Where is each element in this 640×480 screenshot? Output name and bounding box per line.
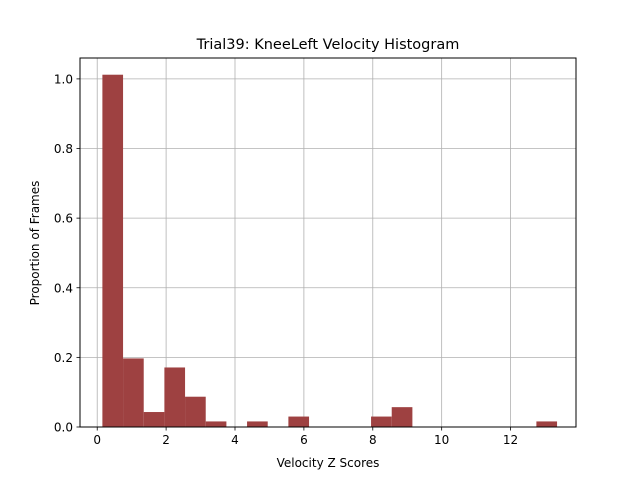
histogram-bars	[102, 74, 558, 427]
x-tick-label: 10	[434, 433, 449, 447]
histogram-bar	[185, 396, 206, 427]
grid-lines	[80, 58, 576, 428]
histogram-bar	[391, 407, 413, 427]
x-axis-label: Velocity Z Scores	[277, 456, 380, 470]
histogram-bar	[205, 421, 227, 427]
histogram-bar	[143, 412, 165, 427]
x-tick-label: 6	[300, 433, 308, 447]
x-tick-label: 12	[503, 433, 518, 447]
plot-frame	[79, 57, 577, 428]
chart-title: Trial39: KneeLeft Velocity Histogram	[196, 37, 460, 53]
histogram-bar	[247, 421, 268, 427]
y-tick-label: 0.8	[54, 142, 73, 156]
y-axis-ticks: 0.0 0.2 0.4 0.6 0.8 1.0	[54, 72, 80, 435]
histogram-bar	[371, 416, 392, 427]
y-tick-label: 0.4	[54, 281, 73, 295]
x-tick-label: 2	[162, 433, 170, 447]
x-tick-label: 8	[369, 433, 377, 447]
histogram-bar	[164, 367, 186, 427]
y-axis-label: Proportion of Frames	[28, 181, 42, 306]
y-tick-label: 0.0	[54, 421, 73, 435]
x-tick-label: 0	[93, 433, 101, 447]
histogram-bar	[102, 74, 124, 427]
y-tick-label: 0.6	[54, 212, 73, 226]
histogram-bar	[536, 421, 558, 427]
x-tick-label: 4	[231, 433, 239, 447]
y-tick-label: 1.0	[54, 72, 73, 86]
histogram-bar	[123, 358, 144, 427]
y-tick-label: 0.2	[54, 351, 73, 365]
histogram-bar	[288, 416, 310, 427]
x-axis-ticks: 0 2 4 6 8 10 12	[93, 427, 518, 447]
